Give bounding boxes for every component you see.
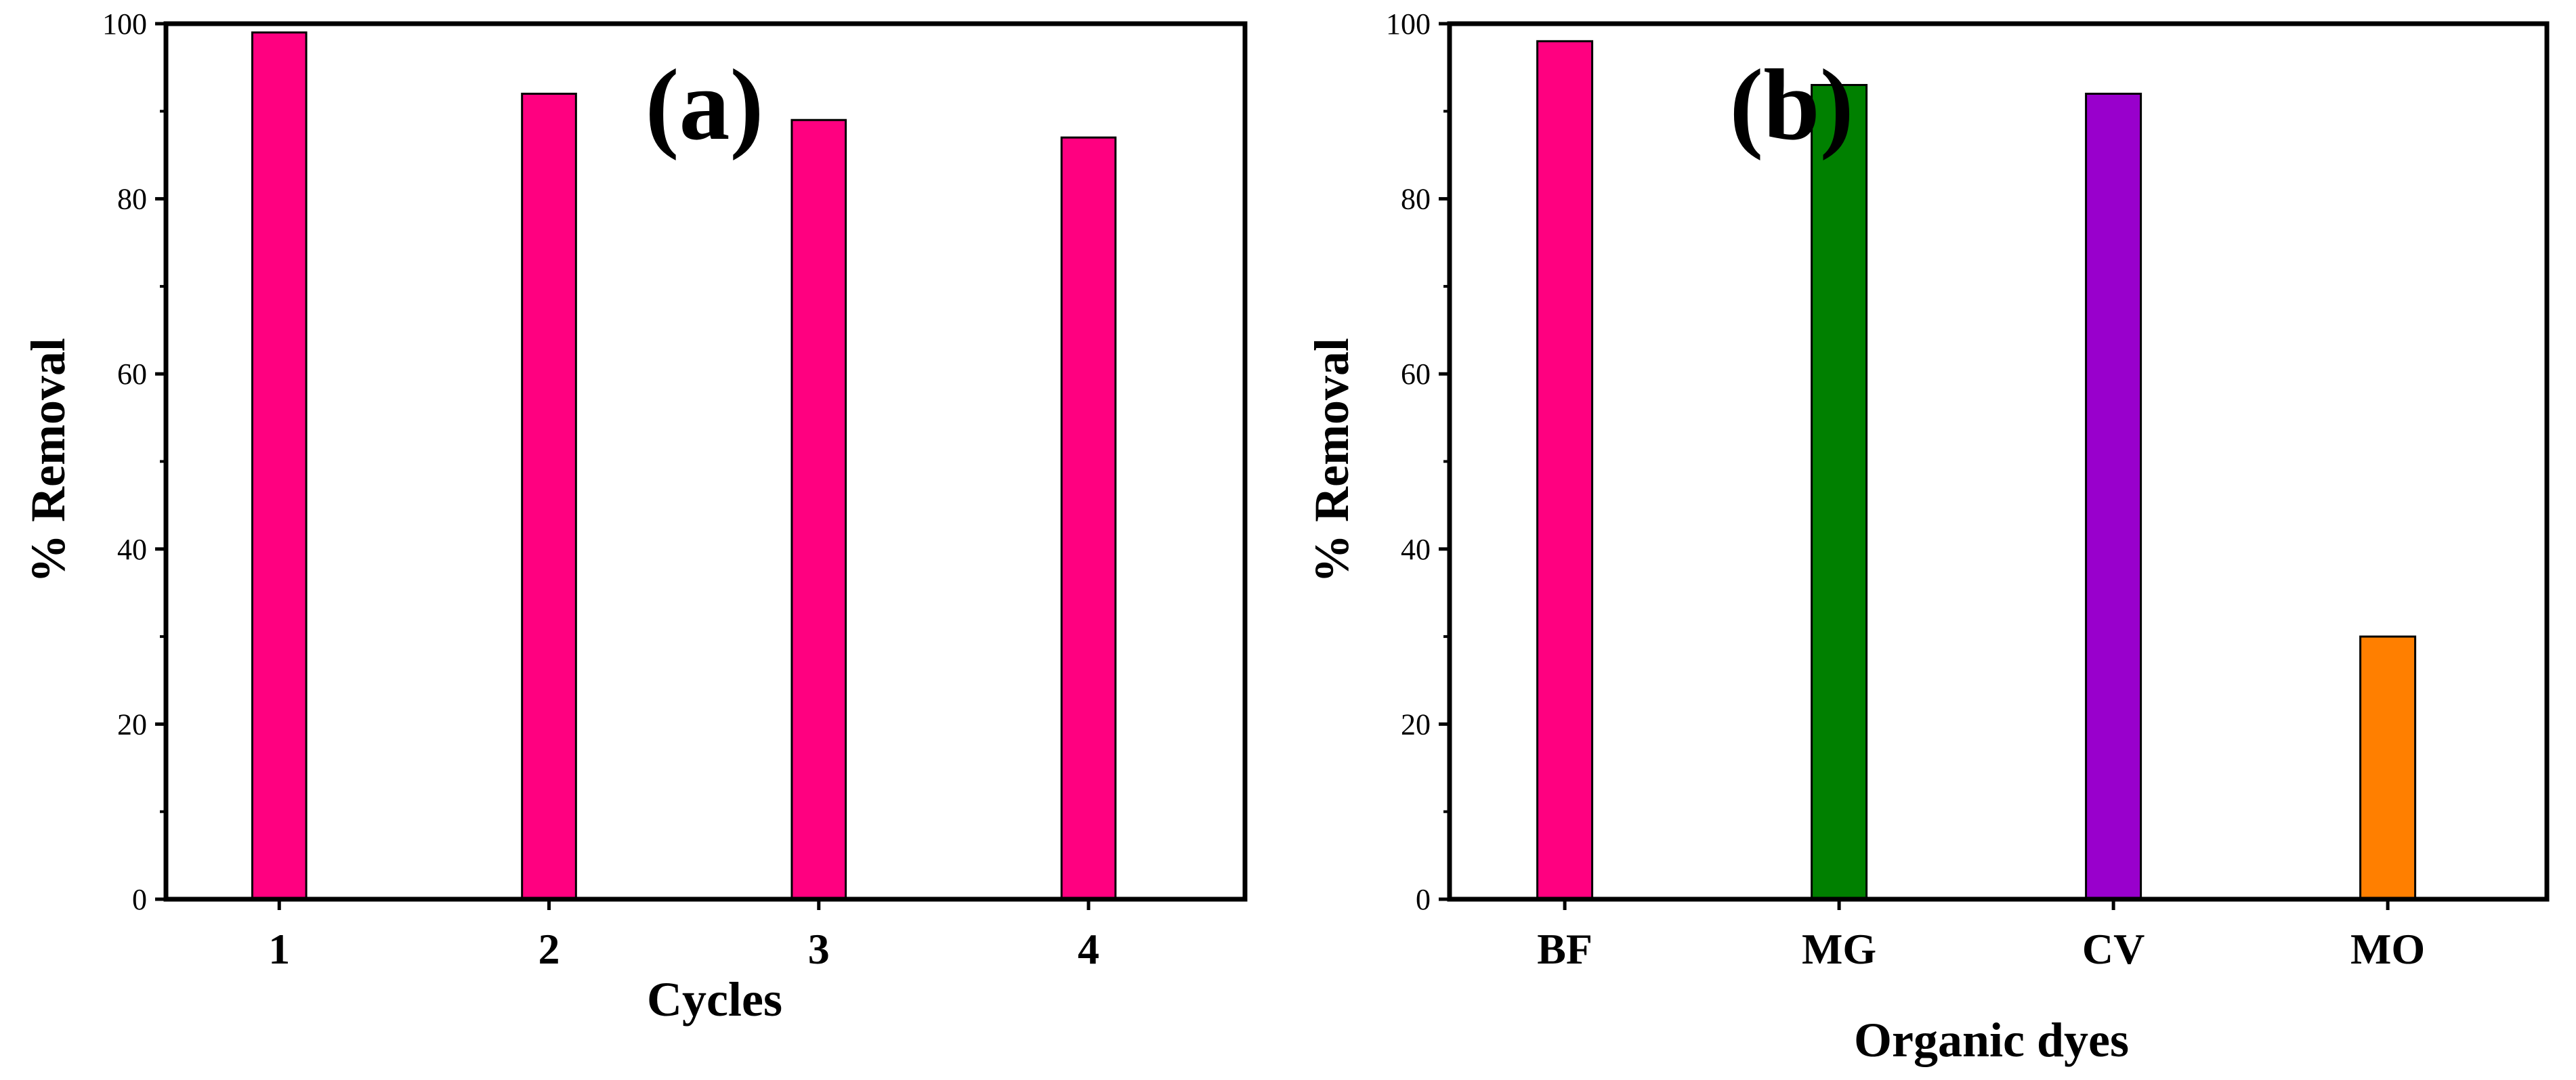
x-tick-label-1: 1 [268, 925, 290, 973]
chart-panel-a: 0 20 40 60 80 100 1 2 3 4 (a) Cycles % Removal [0, 0, 1287, 1080]
bar-2 [521, 92, 577, 901]
panel-label: (a) [646, 49, 764, 161]
bar-mo [2359, 635, 2417, 901]
bar-4 [1060, 136, 1117, 901]
x-tick-label-2: 2 [539, 925, 560, 973]
x-tick-label-4: 4 [1078, 925, 1099, 973]
ticks-group: 0 20 40 60 80 100 BF MG CV MO [1386, 7, 2425, 973]
plot-frame [1447, 21, 2550, 902]
y-tick-label: 60 [1401, 358, 1431, 391]
y-tick-label: 0 [132, 883, 147, 916]
bar-chart-b: 0 20 40 60 80 100 BF MG CV MO (b) Organic dyes % … [1305, 7, 2550, 1067]
y-axis-title: % Removal [21, 338, 75, 583]
y-axis-title: % Removal [1305, 338, 1359, 583]
panel-label: (b) [1729, 49, 1853, 161]
chart-panel-b: 0 20 40 60 80 100 BF MG CV MO (b) Organic dyes % … [1287, 0, 2576, 1080]
y-tick-label: 100 [102, 7, 147, 41]
ticks-group: 0 20 40 60 80 100 1 2 3 4 [102, 7, 1099, 973]
plot-frame [163, 21, 1248, 902]
y-tick-label: 100 [1386, 7, 1431, 41]
y-tick-label: 20 [1401, 708, 1431, 741]
bar-cv [2085, 92, 2142, 901]
bar-chart-a: 0 20 40 60 80 100 1 2 3 4 (a) Cycles % Removal [21, 7, 1248, 1027]
bar-bf [1536, 40, 1594, 901]
y-tick-label: 20 [117, 708, 147, 741]
y-tick-label: 80 [1401, 183, 1431, 216]
x-tick-label-3: 3 [808, 925, 830, 973]
x-tick-label-cv: CV [2082, 925, 2145, 973]
x-axis-title: Organic dyes [1854, 1013, 2129, 1067]
y-tick-label: 40 [1401, 533, 1431, 566]
bar-mg [1811, 84, 1868, 901]
x-tick-label-bf: BF [1537, 925, 1592, 973]
bar-3 [790, 118, 847, 901]
y-tick-label: 40 [117, 533, 147, 566]
bar-1 [251, 31, 308, 901]
y-tick-label: 80 [117, 183, 147, 216]
x-tick-label-mo: MO [2350, 925, 2425, 973]
x-axis-title: Cycles [647, 972, 782, 1027]
bars-group [251, 31, 1117, 901]
x-tick-label-mg: MG [1802, 925, 1876, 973]
y-tick-label: 60 [117, 358, 147, 391]
bars-group [1536, 40, 2417, 901]
y-tick-label: 0 [1416, 883, 1431, 916]
